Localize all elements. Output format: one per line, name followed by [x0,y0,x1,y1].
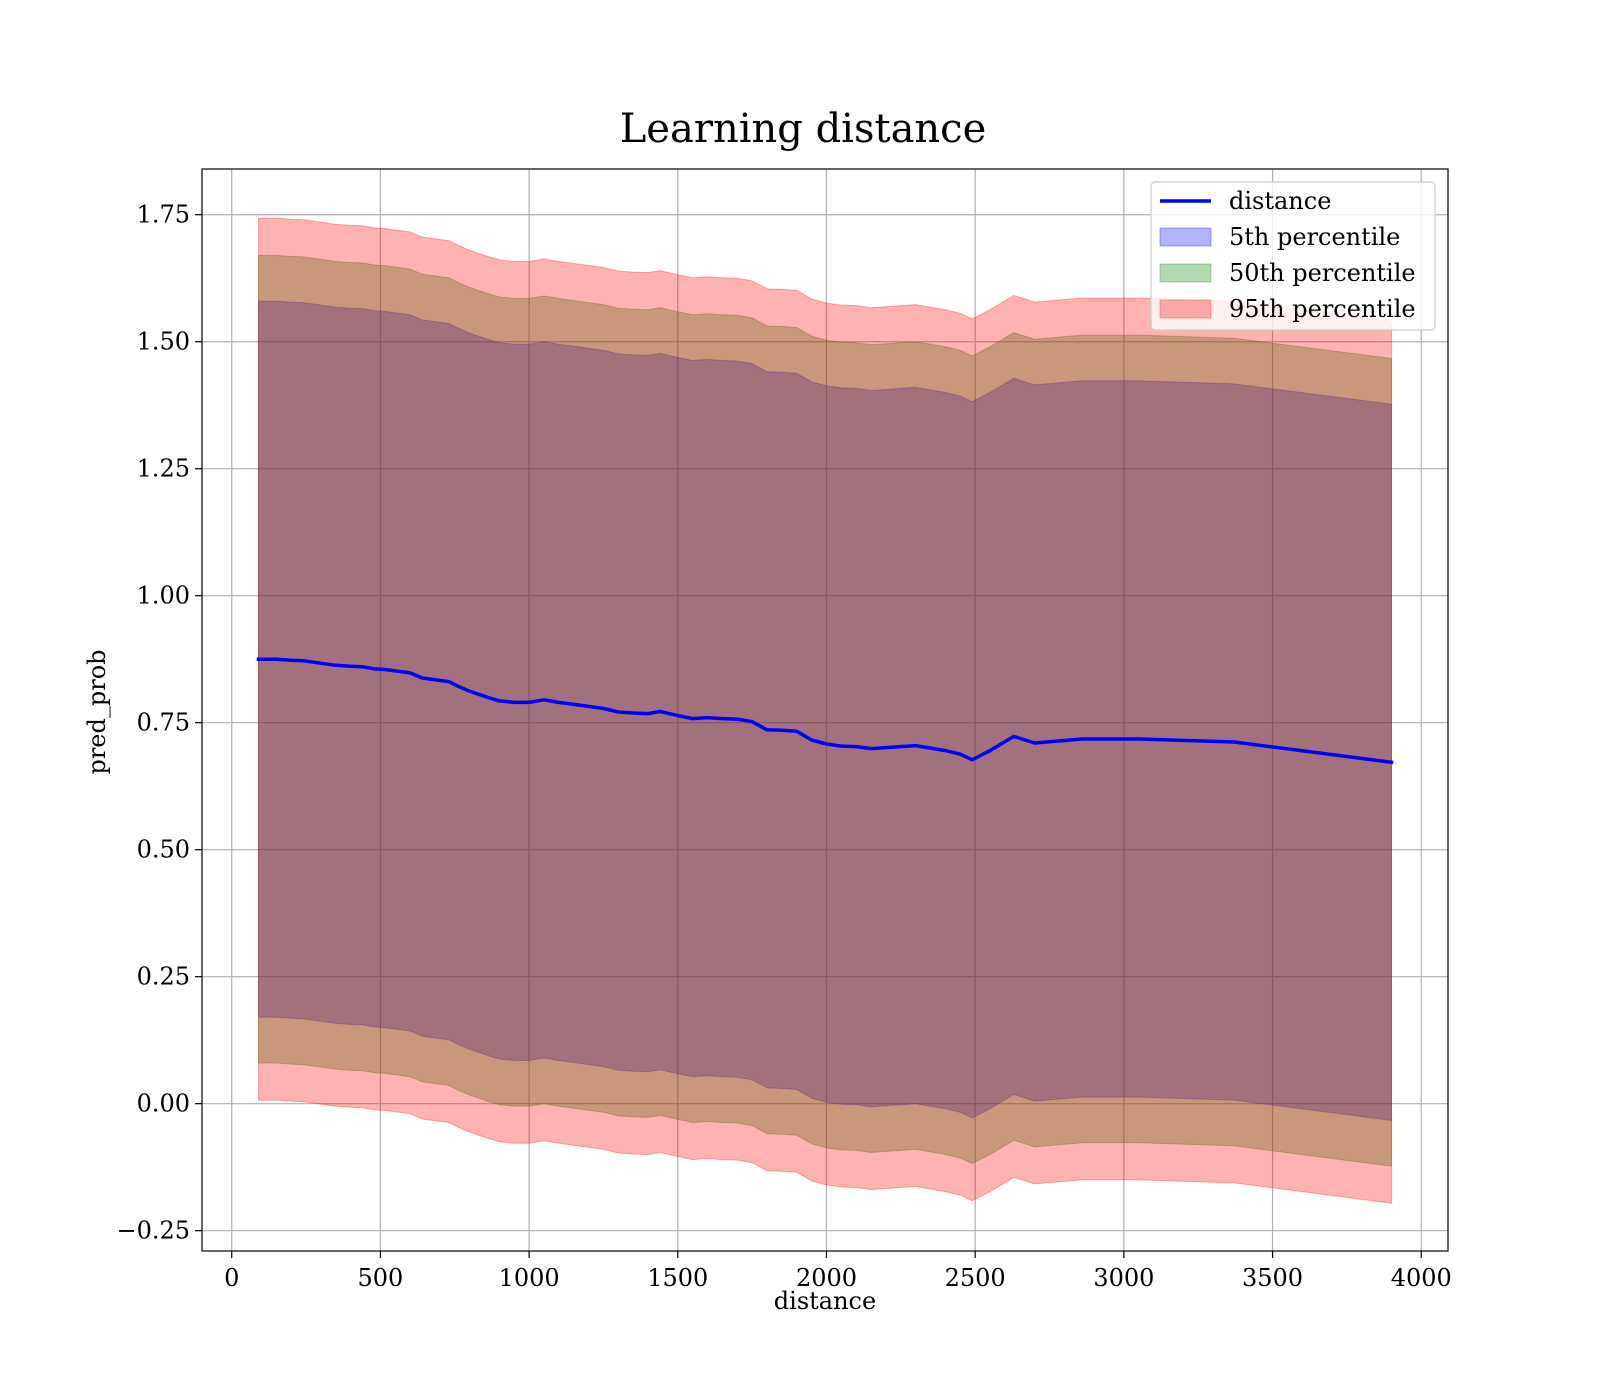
axis-ticks: 0 500 1000 1500 2000 2500 3000 3500 4000 −0.25 0.0… [116,201,1451,1292]
y-tick-label: −0.25 [116,1217,190,1245]
grid [202,169,1448,1251]
band-95th-percentile [258,217,1392,1204]
x-tick-label: 0 [224,1264,239,1292]
y-tick-label: 1.00 [137,582,190,610]
x-tick-label: 1000 [499,1264,560,1292]
x-tick-label: 4000 [1391,1264,1452,1292]
legend: distance 5th percentile 50th percentile … [1150,181,1436,331]
percentile-bands [258,217,1392,1204]
legend-label-5th-percentile: 5th percentile [1229,223,1400,251]
x-tick-label: 3500 [1242,1264,1303,1292]
plot-frame [201,168,1449,1252]
x-axis-label: distance [774,1287,876,1315]
legend-box [1150,181,1436,331]
y-tick-label: 0.25 [137,963,190,991]
x-tick-label: 500 [358,1264,404,1292]
legend-label-distance: distance [1229,187,1331,215]
legend-swatch-50th-percentile [1159,263,1212,283]
series-lines [256,657,1394,765]
band-50th-percentile [258,254,1392,1167]
band-5th-percentile [258,300,1392,1121]
legend-swatch-5th-percentile [1159,227,1212,247]
x-tick-label: 2500 [945,1264,1006,1292]
chart-title: Learning distance [620,106,987,152]
legend-label-50th-percentile: 50th percentile [1229,259,1416,287]
x-tick-label: 2000 [796,1264,857,1292]
legend-swatch-95th-percentile [1159,299,1212,319]
series-line-distance [256,657,1394,765]
y-tick-label: 1.50 [137,328,190,356]
y-tick-label: 1.25 [137,455,190,483]
y-tick-label: 1.75 [137,201,190,229]
y-tick-label: 0.00 [137,1090,190,1118]
y-axis-label: pred_prob [83,649,111,774]
y-tick-label: 0.50 [137,836,190,864]
x-tick-label: 3000 [1093,1264,1154,1292]
legend-label-95th-percentile: 95th percentile [1229,295,1416,323]
y-tick-label: 0.75 [137,709,190,737]
x-tick-label: 1500 [647,1264,708,1292]
